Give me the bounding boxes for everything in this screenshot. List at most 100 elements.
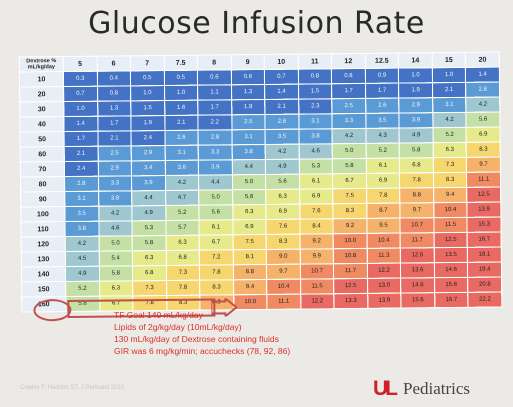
gir-cell: 0.7 xyxy=(264,69,299,85)
gir-cell: 12.5 xyxy=(433,232,468,248)
gir-cell: 6.8 xyxy=(165,250,200,266)
gir-cell: 2.1 xyxy=(164,115,199,131)
gir-cell: 7.8 xyxy=(399,172,434,189)
gir-cell: 0.3 xyxy=(63,71,98,87)
gir-cell: 5.6 xyxy=(232,189,266,205)
gir-cell: 2.9 xyxy=(398,97,433,114)
column-header: 12.5 xyxy=(364,53,399,69)
gir-cell: 8.3 xyxy=(333,203,367,219)
gir-cell: 3.3 xyxy=(332,113,366,129)
note-line: Lipids of 2g/kg/day (10mL/kg/day) xyxy=(114,322,242,332)
gir-cell: 7.8 xyxy=(366,188,401,204)
gir-cell: 1.5 xyxy=(130,100,165,116)
row-header: 30 xyxy=(19,101,64,118)
gir-cell: 22.2 xyxy=(468,291,502,308)
gir-table-container: Dextrose % mL/kg/day 5 6 7 7.5 8 9 10 11 12 12.5 14 1… xyxy=(18,51,503,322)
column-header: 11 xyxy=(297,53,332,70)
gir-cell: 1.7 xyxy=(97,115,132,132)
column-header: 14 xyxy=(398,52,433,69)
gir-cell: 7.2 xyxy=(199,249,234,266)
row-header: 150 xyxy=(21,281,66,298)
gir-cell: 4.2 xyxy=(165,175,199,191)
gir-cell: 10.4 xyxy=(366,233,401,249)
row-header: 90 xyxy=(20,191,65,208)
gir-cell: 11.5 xyxy=(433,217,468,233)
gir-cell: 7.6 xyxy=(299,203,334,220)
gir-cell: 13.0 xyxy=(367,278,402,294)
gir-cell: 10.7 xyxy=(400,217,434,234)
gir-cell: 8.8 xyxy=(399,187,434,204)
gir-cell: 2.6 xyxy=(365,98,400,114)
gir-cell: 11.7 xyxy=(400,232,435,249)
gir-cell: 1.9 xyxy=(130,115,165,131)
column-header: 15 xyxy=(432,52,466,68)
gir-cell: 3.4 xyxy=(131,160,166,176)
gir-cell: 4.4 xyxy=(198,174,233,191)
row-header: 50 xyxy=(20,131,65,148)
gir-cell: 4.9 xyxy=(131,205,166,221)
gir-cell: 3.8 xyxy=(64,221,99,237)
gir-cell: 1.9 xyxy=(398,82,433,99)
gir-cell: 3.1 xyxy=(64,191,99,207)
gir-cell: 1.0 xyxy=(130,85,165,101)
row-header: 10 xyxy=(19,71,64,88)
gir-cell: 13.3 xyxy=(333,293,368,309)
gir-cell: 6.3 xyxy=(432,142,467,158)
gir-cell: 20.8 xyxy=(467,276,502,293)
gir-cell: 3.3 xyxy=(198,144,232,161)
gir-cell: 3.1 xyxy=(164,145,199,161)
gir-cell: 2.9 xyxy=(131,145,165,161)
gir-cell: 16.7 xyxy=(467,231,502,248)
gir-cell: 6.1 xyxy=(199,219,233,236)
ul-logo-mark: UL xyxy=(373,377,398,400)
gir-cell: 2.1 xyxy=(264,99,299,115)
gir-cell: 1.6 xyxy=(164,100,198,116)
gir-cell: 5.6 xyxy=(466,111,500,128)
gir-cell: 12.6 xyxy=(400,247,435,264)
gir-cell: 6.1 xyxy=(299,173,333,190)
gir-cell: 12.5 xyxy=(466,186,501,203)
column-header: 9 xyxy=(230,54,265,70)
gir-cell: 2.9 xyxy=(97,160,132,177)
gir-cell: 5.6 xyxy=(198,204,233,221)
corner-label-volume: mL/kg/day xyxy=(27,64,55,71)
gir-cell: 1.7 xyxy=(197,99,232,116)
gir-cell: 3.5 xyxy=(64,206,99,222)
gir-cell: 3.9 xyxy=(131,175,166,191)
gir-cell: 1.0 xyxy=(63,101,98,117)
gir-cell: 13.6 xyxy=(400,262,435,279)
citation: Cowley F, Haddon ST, J Perinatol 2015 xyxy=(20,385,125,391)
column-header: 10 xyxy=(264,54,299,70)
gir-cell: 2.1 xyxy=(432,82,467,98)
gir-cell: 9.4 xyxy=(433,187,468,203)
gir-cell: 4.2 xyxy=(98,205,133,222)
gir-cell: 2.5 xyxy=(331,98,366,114)
gir-cell: 0.9 xyxy=(365,68,399,84)
gir-cell: 9.2 xyxy=(333,218,367,234)
gir-cell: 3.3 xyxy=(98,175,132,192)
note-line: 130 mL/kg/day of Dextrose containing flu… xyxy=(114,334,279,344)
gir-cell: 3.8 xyxy=(98,190,132,207)
gir-cell: 6.7 xyxy=(199,234,233,251)
gir-cell: 6.1 xyxy=(366,158,400,174)
column-header: 6 xyxy=(96,55,131,72)
gir-cell: 8.7 xyxy=(366,203,401,219)
row-header: 140 xyxy=(21,266,66,283)
gir-cell: 16.7 xyxy=(434,292,469,308)
gir-cell: 7.8 xyxy=(199,264,234,281)
gir-cell: 2.2 xyxy=(197,114,232,131)
gir-cell: 7.3 xyxy=(132,280,167,296)
gir-cell: 2.3 xyxy=(298,98,333,115)
gir-cell: 1.5 xyxy=(298,83,332,100)
column-header: 8 xyxy=(197,54,232,71)
gir-cell: 1.0 xyxy=(398,67,433,84)
gir-cell: 2.5 xyxy=(97,145,132,162)
gir-cell: 6.3 xyxy=(132,250,167,266)
gir-cell: 4.2 xyxy=(332,128,366,144)
gir-cell: 4.9 xyxy=(265,159,300,175)
gir-cell: 4.2 xyxy=(466,96,500,113)
gir-cell: 1.0 xyxy=(432,67,466,83)
gir-cell: 6.3 xyxy=(165,235,200,251)
gir-cell: 9.0 xyxy=(266,249,301,265)
gir-cell: 6.3 xyxy=(99,280,133,297)
